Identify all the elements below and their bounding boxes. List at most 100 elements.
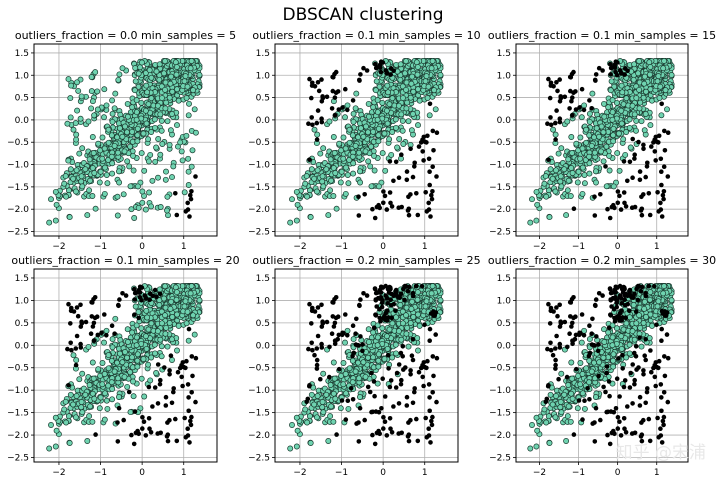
inlier-point	[395, 102, 402, 109]
inlier-point	[72, 188, 79, 195]
outlier-point	[554, 108, 559, 113]
outlier-point	[68, 321, 73, 326]
outlier-point	[186, 326, 192, 332]
outlier-point	[132, 409, 138, 414]
inlier-point	[543, 193, 550, 200]
inlier-point	[153, 144, 160, 151]
outlier-point	[557, 116, 563, 121]
inlier-point	[586, 118, 593, 125]
inlier-point	[413, 59, 420, 66]
outlier-point	[187, 214, 192, 219]
inlier-point	[287, 219, 294, 226]
outlier-point	[615, 60, 620, 65]
inlier-point	[162, 283, 168, 290]
inlier-point	[148, 95, 155, 102]
outlier-point	[189, 390, 194, 395]
outlier-point	[592, 194, 597, 199]
inlier-point	[84, 438, 91, 444]
inlier-point	[74, 79, 80, 86]
inlier-point	[350, 110, 357, 117]
inlier-point	[111, 368, 118, 375]
inlier-point	[658, 112, 665, 119]
inlier-point	[177, 139, 184, 146]
inlier-point	[109, 336, 116, 343]
inlier-point	[115, 375, 121, 382]
inlier-point	[637, 99, 644, 106]
inlier-point	[132, 78, 139, 85]
inlier-point	[164, 207, 170, 214]
inlier-point	[159, 320, 165, 327]
inlier-point	[172, 59, 179, 66]
inlier-point	[362, 148, 369, 155]
outlier-point	[621, 190, 627, 195]
outlier-point	[343, 86, 348, 92]
inlier-point	[62, 173, 69, 180]
outlier-point	[573, 107, 579, 112]
outlier-point	[102, 312, 107, 317]
inlier-point	[320, 145, 327, 152]
inlier-point	[565, 177, 572, 184]
inlier-point	[109, 386, 116, 392]
inlier-point	[546, 214, 553, 221]
inlier-point	[168, 298, 175, 305]
outlier-point	[184, 358, 189, 364]
inlier-point	[86, 156, 93, 163]
inlier-point	[138, 150, 145, 157]
outlier-point	[179, 374, 184, 380]
inlier-point	[600, 158, 607, 165]
inlier-point	[167, 305, 174, 312]
inlier-point	[626, 124, 633, 131]
inlier-point	[144, 89, 151, 96]
inlier-point	[600, 129, 607, 136]
inlier-point	[141, 167, 148, 174]
outlier-point	[387, 190, 393, 195]
inlier-point	[558, 183, 565, 190]
inlier-point	[357, 168, 363, 175]
inlier-point	[169, 88, 176, 95]
inlier-point	[618, 120, 625, 127]
subplot-title: outliers_fraction = 0.0 min_samples = 5	[15, 29, 236, 42]
outlier-point	[152, 385, 158, 390]
outlier-point	[429, 196, 435, 202]
outlier-point	[622, 66, 628, 71]
inlier-point	[129, 104, 136, 111]
inlier-point	[415, 122, 421, 129]
inlier-point	[385, 89, 392, 96]
inlier-point	[173, 71, 180, 78]
outlier-point	[547, 95, 553, 101]
inlier-point	[162, 86, 168, 93]
outlier-point	[94, 314, 100, 320]
outlier-point	[158, 430, 163, 436]
inlier-point	[161, 295, 167, 302]
inlier-point	[79, 409, 86, 416]
inlier-point	[128, 206, 135, 213]
outlier-point	[548, 115, 553, 120]
inlier-point	[609, 109, 616, 116]
inlier-point	[101, 145, 108, 152]
inlier-point	[147, 377, 154, 384]
inlier-point	[134, 132, 141, 139]
outlier-point	[649, 144, 654, 149]
inlier-point	[182, 73, 189, 80]
inlier-point	[143, 82, 150, 89]
inlier-point	[127, 409, 134, 416]
outlier-point	[592, 77, 598, 83]
inlier-point	[338, 168, 345, 175]
outlier-point	[603, 164, 608, 169]
x-tick-label: −1	[94, 468, 107, 478]
inlier-point	[111, 105, 118, 112]
inlier-point	[111, 142, 118, 149]
outlier-point	[74, 333, 80, 339]
inlier-point	[89, 165, 96, 171]
inlier-point	[145, 136, 152, 143]
x-tick-label: 1	[181, 242, 187, 252]
x-tick-label: −1	[94, 242, 107, 252]
inlier-point	[189, 147, 196, 154]
outlier-point	[406, 194, 411, 200]
inlier-point	[153, 68, 160, 75]
inlier-point	[389, 129, 396, 135]
outlier-point	[598, 192, 603, 197]
x-tick-label: −1	[335, 468, 348, 478]
inlier-point	[542, 173, 549, 180]
inlier-point	[342, 114, 348, 121]
